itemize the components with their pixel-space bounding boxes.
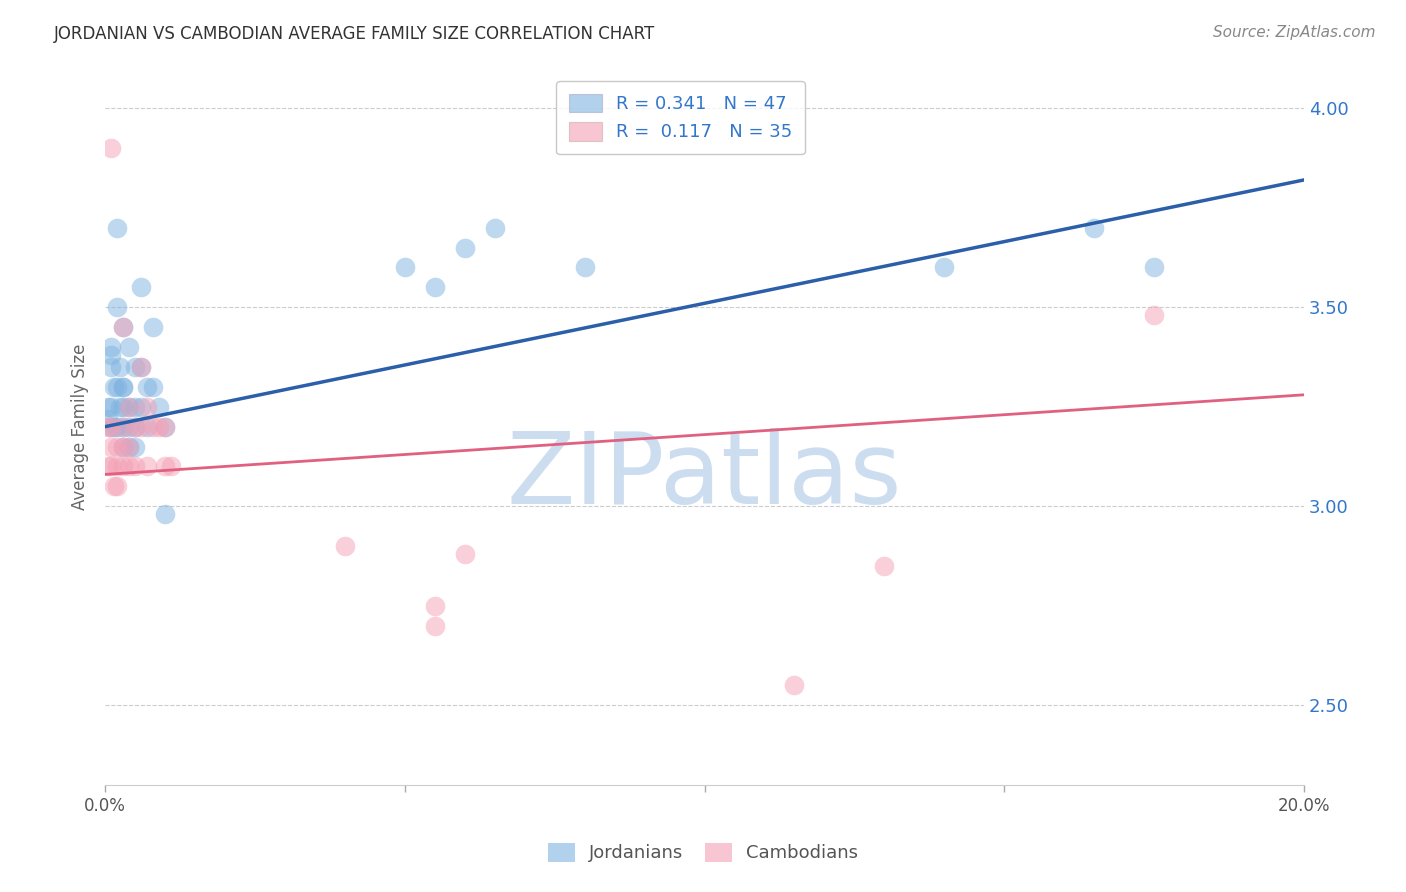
Point xyxy=(333,539,356,553)
Point xyxy=(153,419,176,434)
Text: ZIPatlas: ZIPatlas xyxy=(506,428,903,525)
Point xyxy=(100,340,122,354)
Point xyxy=(100,459,122,474)
Point xyxy=(1083,220,1105,235)
Point xyxy=(484,220,506,235)
Point xyxy=(129,400,152,414)
Point xyxy=(124,440,146,454)
Point xyxy=(394,260,416,275)
Point xyxy=(112,419,135,434)
Point xyxy=(136,419,159,434)
Point xyxy=(124,359,146,374)
Point xyxy=(100,359,122,374)
Point xyxy=(160,459,183,474)
Point xyxy=(97,400,120,414)
Text: Source: ZipAtlas.com: Source: ZipAtlas.com xyxy=(1212,25,1375,40)
Point xyxy=(142,419,165,434)
Point xyxy=(112,320,135,334)
Point xyxy=(574,260,596,275)
Point xyxy=(97,419,120,434)
Point xyxy=(124,400,146,414)
Legend: Jordanians, Cambodians: Jordanians, Cambodians xyxy=(540,836,866,870)
Point xyxy=(105,300,128,314)
Point xyxy=(142,320,165,334)
Point xyxy=(105,459,128,474)
Point xyxy=(105,440,128,454)
Point xyxy=(148,419,170,434)
Point xyxy=(100,419,122,434)
Point xyxy=(129,419,152,434)
Point xyxy=(100,440,122,454)
Point xyxy=(118,440,141,454)
Point xyxy=(105,479,128,493)
Point xyxy=(112,320,135,334)
Point xyxy=(423,280,446,294)
Point xyxy=(873,558,896,573)
Point xyxy=(454,547,477,561)
Point xyxy=(100,141,122,155)
Point xyxy=(105,419,128,434)
Point xyxy=(934,260,956,275)
Point xyxy=(98,419,121,434)
Point xyxy=(454,241,477,255)
Point xyxy=(118,459,141,474)
Point xyxy=(112,380,135,394)
Point xyxy=(112,440,135,454)
Point xyxy=(136,380,159,394)
Point xyxy=(108,359,131,374)
Point xyxy=(103,380,125,394)
Point xyxy=(97,411,120,425)
Point xyxy=(112,459,135,474)
Point xyxy=(108,400,131,414)
Point xyxy=(423,599,446,613)
Point xyxy=(124,419,146,434)
Point xyxy=(118,340,141,354)
Point xyxy=(103,479,125,493)
Point xyxy=(136,459,159,474)
Point xyxy=(153,459,176,474)
Point xyxy=(783,678,806,692)
Point xyxy=(1143,260,1166,275)
Text: JORDANIAN VS CAMBODIAN AVERAGE FAMILY SIZE CORRELATION CHART: JORDANIAN VS CAMBODIAN AVERAGE FAMILY SI… xyxy=(53,25,655,43)
Point xyxy=(153,507,176,521)
Point xyxy=(103,419,125,434)
Point xyxy=(105,380,128,394)
Point xyxy=(118,419,141,434)
Point xyxy=(118,400,141,414)
Point xyxy=(124,419,146,434)
Point xyxy=(118,440,141,454)
Legend: R = 0.341   N = 47, R =  0.117   N = 35: R = 0.341 N = 47, R = 0.117 N = 35 xyxy=(557,81,804,154)
Point xyxy=(112,380,135,394)
Point xyxy=(100,348,122,362)
Point xyxy=(112,440,135,454)
Point xyxy=(124,459,146,474)
Point xyxy=(153,419,176,434)
Point xyxy=(118,400,141,414)
Point xyxy=(112,400,135,414)
Point xyxy=(100,400,122,414)
Point xyxy=(142,380,165,394)
Point xyxy=(129,359,152,374)
Y-axis label: Average Family Size: Average Family Size xyxy=(72,343,89,510)
Point xyxy=(112,419,135,434)
Point xyxy=(129,359,152,374)
Point xyxy=(148,400,170,414)
Point xyxy=(1143,308,1166,322)
Point xyxy=(105,220,128,235)
Point xyxy=(136,400,159,414)
Point xyxy=(97,459,120,474)
Point xyxy=(129,280,152,294)
Point xyxy=(423,618,446,632)
